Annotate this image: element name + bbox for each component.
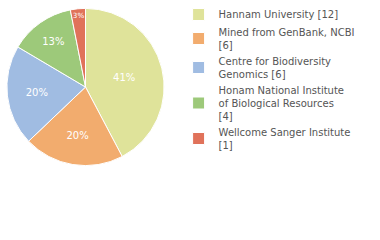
svg-text:Honam National Instituteof Bio: Honam National Instituteof Biological Re…	[219, 85, 344, 122]
svg-text:20%: 20%	[66, 130, 88, 141]
svg-text:13%: 13%	[42, 36, 64, 47]
svg-text:20%: 20%	[26, 87, 48, 98]
svg-text:Hannam University [12]: Hannam University [12]	[219, 9, 339, 20]
svg-text:Mined from GenBank, NCBI[6]: Mined from GenBank, NCBI[6]	[219, 27, 355, 51]
svg-text:Wellcome Sanger Institute[1]: Wellcome Sanger Institute[1]	[219, 127, 351, 151]
svg-text:3%: 3%	[73, 11, 85, 20]
svg-text:41%: 41%	[113, 72, 135, 83]
svg-text:Centre for BiodiversityGenomic: Centre for BiodiversityGenomics [6]	[219, 56, 332, 80]
